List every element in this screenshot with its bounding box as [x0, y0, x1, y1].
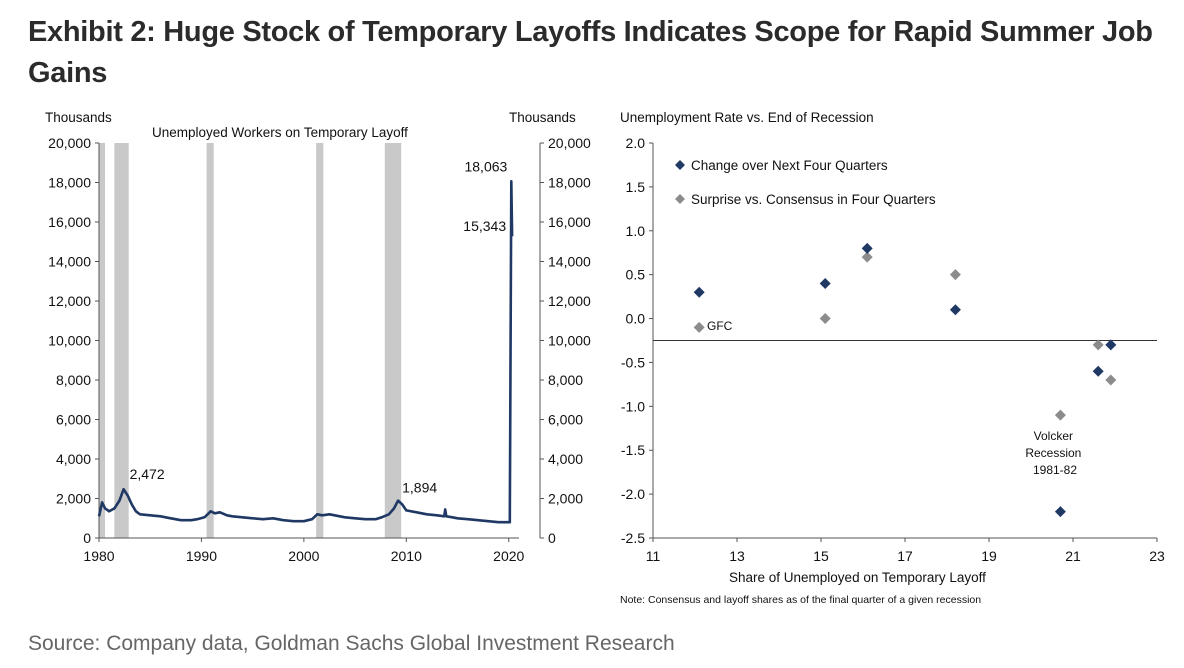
recession-band [99, 143, 105, 538]
scatter-point-surprise [1054, 409, 1066, 421]
scatter-point-surprise [949, 269, 961, 281]
scatter-point-change [1105, 339, 1117, 351]
y-tick-label: -1.0 [621, 398, 645, 414]
layoff-line-chart: 0 2,000 4,000 6,000 8,000 10,000 12,000 14,000 1… [45, 110, 591, 564]
y-tick-label: 20,000 [548, 135, 591, 151]
annotation-volcker-line: Volcker [1034, 429, 1073, 443]
y-tick-label: 2,000 [56, 491, 91, 507]
x-tick-label: 23 [1149, 548, 1165, 564]
x-tick-label: 11 [646, 548, 661, 564]
recession-band [206, 143, 214, 538]
x-axis-ticks: 11 13 15 17 19 21 23 [646, 538, 1165, 564]
data-label: 2,472 [130, 466, 165, 482]
left-y-axis-label: Thousands [45, 110, 112, 125]
y-tick-label: 14,000 [548, 254, 591, 270]
y-tick-label: 10,000 [548, 333, 591, 349]
y-tick-label: 4,000 [548, 451, 583, 467]
y-tick-label: 0.0 [626, 311, 646, 327]
y-tick-label: 16,000 [548, 214, 591, 230]
scatter-point-change [819, 277, 831, 289]
x-tick-label: 13 [729, 548, 745, 564]
legend-label-surprise: Surprise vs. Consensus in Four Quarters [691, 192, 936, 207]
scatter-point-surprise [1105, 374, 1117, 386]
annotation-gfc: GFC [707, 319, 733, 333]
legend-label-change: Change over Next Four Quarters [691, 158, 888, 173]
scatter-points [693, 242, 1117, 518]
data-labels: 2,472 1,894 18,063 15,343 [130, 158, 508, 495]
x-tick-label: 2010 [391, 548, 422, 564]
scatter-point-change [1054, 506, 1066, 518]
y-tick-label: 6,000 [548, 412, 583, 428]
annotation-volcker: Volcker Recession 1981-82 [1025, 429, 1084, 477]
y-tick-label: 10,000 [48, 333, 91, 349]
y-tick-label: 12,000 [548, 293, 591, 309]
annotation-volcker-line: 1981-82 [1033, 463, 1077, 477]
recession-band [114, 143, 129, 538]
x-tick-label: 1980 [83, 548, 114, 564]
annotation-volcker-line: Recession [1025, 446, 1081, 460]
scatter-point-change [949, 304, 961, 316]
y-tick-label: 18,000 [48, 175, 91, 191]
exhibit-title: Exhibit 2: Huge Stock of Temporary Layof… [28, 16, 1153, 89]
x-tick-label: 15 [813, 548, 829, 564]
y-axis-ticks: 2.0 1.5 1.0 0.5 0.0 -0.5 -1.0 -1.5 -2.0 -2.5 [621, 135, 653, 546]
y-tick-label: 16,000 [48, 214, 91, 230]
y-tick-label: 20,000 [48, 135, 91, 151]
y-tick-label: 4,000 [56, 451, 91, 467]
y-tick-label: 0 [548, 530, 556, 546]
series-line-temporary-layoffs [97, 180, 514, 524]
y-tick-label: -1.5 [621, 442, 645, 458]
x-tick-label: 2020 [493, 548, 524, 564]
scatter-point-change [1092, 365, 1104, 377]
y-tick-label: 18,000 [548, 175, 591, 191]
x-tick-label: 17 [897, 548, 913, 564]
legend-marker-surprise [675, 194, 685, 204]
chart-title: Unemployed Workers on Temporary Layoff [152, 125, 408, 140]
left-y-axis-ticks: 0 2,000 4,000 6,000 8,000 10,000 12,000 14,000 1… [48, 135, 99, 546]
x-tick-label: 21 [1065, 548, 1081, 564]
scatter-point-surprise [861, 251, 873, 263]
unemployment-scatter-chart: Unemployment Rate vs. End of Recession 2… [620, 110, 1165, 606]
scatter-point-surprise [693, 321, 705, 333]
y-tick-label: 2,000 [548, 491, 583, 507]
chart-title: Unemployment Rate vs. End of Recession [620, 110, 874, 125]
y-tick-label: 12,000 [48, 293, 91, 309]
x-axis-ticks: 1980 1990 2000 2010 2020 [83, 538, 525, 564]
scatter-point-change [693, 286, 705, 298]
right-y-axis-label: Thousands [509, 110, 576, 125]
chart-note: Note: Consensus and layoff shares as of … [620, 594, 981, 606]
legend: Change over Next Four Quarters Surprise … [675, 158, 936, 207]
y-tick-label: -2.0 [621, 486, 645, 502]
y-tick-label: 8,000 [548, 372, 583, 388]
recession-shading [99, 143, 402, 538]
y-tick-label: 2.0 [626, 135, 646, 151]
y-tick-label: 6,000 [56, 412, 91, 428]
recession-band [316, 143, 324, 538]
y-tick-label: 8,000 [56, 372, 91, 388]
y-tick-label: 0 [83, 530, 91, 546]
data-label: 15,343 [463, 218, 506, 234]
source-note: Source: Company data, Goldman Sachs Glob… [28, 632, 675, 655]
x-tick-label: 19 [981, 548, 997, 564]
recession-band [384, 143, 402, 538]
scatter-point-surprise [819, 313, 831, 325]
y-tick-label: -2.5 [621, 530, 645, 546]
data-label: 1,894 [402, 480, 437, 496]
scatter-point-change [861, 242, 873, 254]
y-tick-label: -0.5 [621, 354, 645, 370]
y-tick-label: 14,000 [48, 254, 91, 270]
x-axis-label: Share of Unemployed on Temporary Layoff [729, 570, 986, 585]
y-tick-label: 1.5 [626, 179, 646, 195]
y-tick-label: 1.0 [626, 223, 646, 239]
right-y-axis-ticks: 0 2,000 4,000 6,000 8,000 10,000 12,000 14,000 1… [540, 135, 591, 546]
legend-marker-change [675, 160, 685, 170]
y-tick-label: 0.5 [626, 267, 646, 283]
scatter-point-surprise [1092, 339, 1104, 351]
x-tick-label: 2000 [288, 548, 319, 564]
data-label: 18,063 [464, 158, 507, 174]
x-tick-label: 1990 [186, 548, 217, 564]
